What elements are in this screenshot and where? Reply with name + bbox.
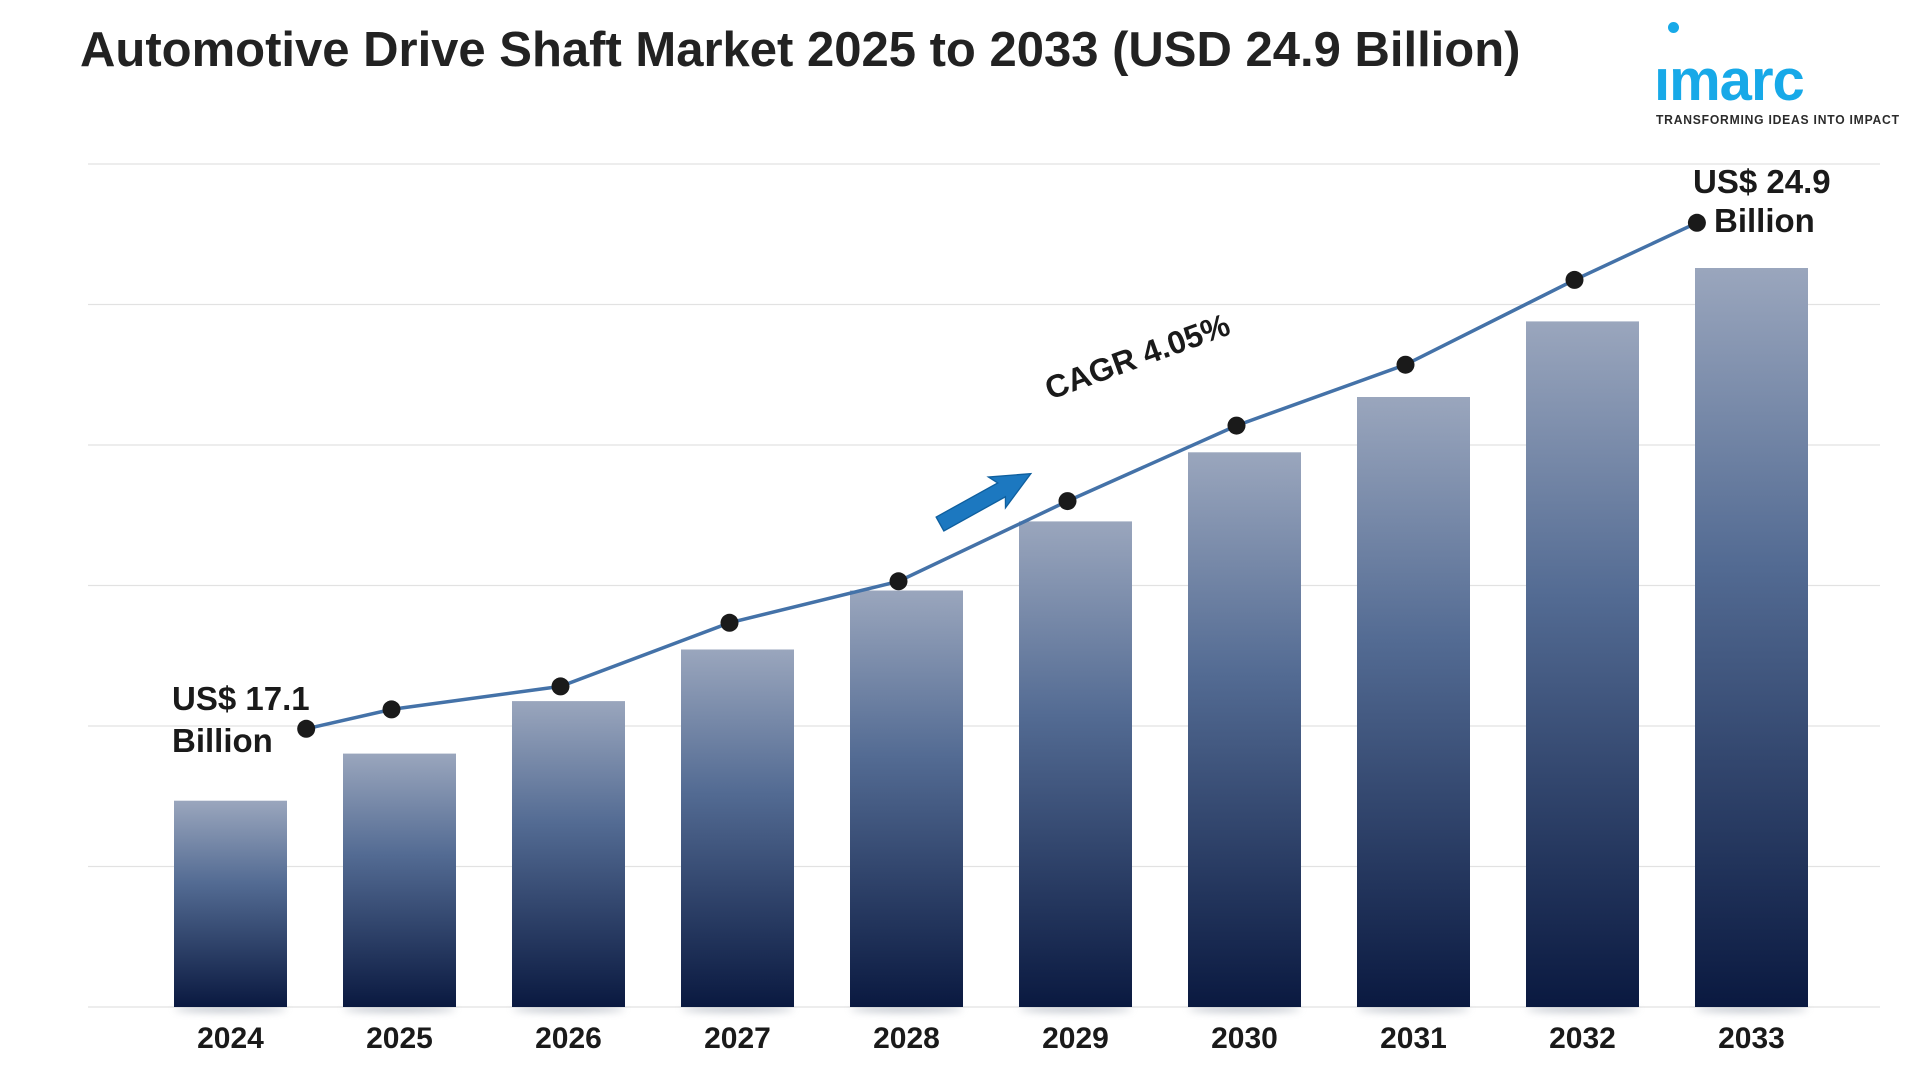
- svg-text:2033: 2033: [1718, 1022, 1785, 1055]
- svg-text:CAGR 4.05%: CAGR 4.05%: [1040, 306, 1234, 406]
- svg-text:2029: 2029: [1042, 1022, 1109, 1055]
- svg-text:US$ 17.1: US$ 17.1: [172, 680, 310, 717]
- svg-text:2024: 2024: [197, 1022, 264, 1055]
- svg-text:2027: 2027: [704, 1022, 771, 1055]
- svg-text:US$ 24.9: US$ 24.9: [1693, 163, 1831, 200]
- svg-text:2025: 2025: [366, 1022, 433, 1055]
- svg-text:2032: 2032: [1549, 1022, 1616, 1055]
- svg-text:2026: 2026: [535, 1022, 602, 1055]
- svg-text:2028: 2028: [873, 1022, 940, 1055]
- svg-text:2030: 2030: [1211, 1022, 1278, 1055]
- svg-text:2031: 2031: [1380, 1022, 1447, 1055]
- svg-text:Billion: Billion: [172, 722, 273, 759]
- svg-text:Billion: Billion: [1714, 202, 1815, 239]
